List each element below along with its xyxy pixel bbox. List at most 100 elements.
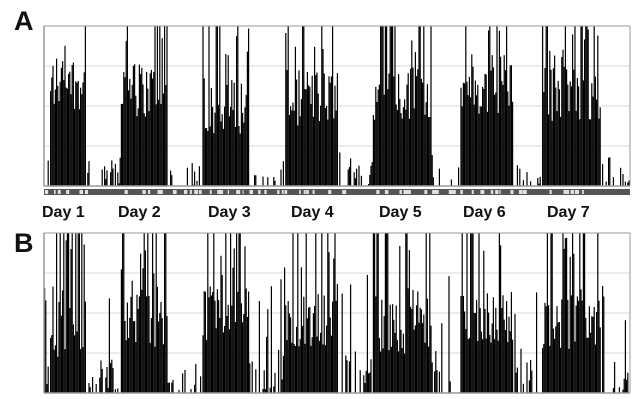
activity-bar <box>627 182 629 186</box>
activity-bar <box>209 286 211 393</box>
activity-bar <box>155 104 157 186</box>
activity-bar <box>321 233 323 393</box>
activity-bar <box>110 172 112 186</box>
activity-bar <box>326 105 328 186</box>
activity-bar <box>330 335 332 393</box>
activity-bar <box>107 387 109 393</box>
activity-bar <box>622 389 624 393</box>
activity-bar <box>207 131 209 186</box>
activity-bar <box>234 322 236 393</box>
activity-bar <box>84 301 86 393</box>
strip-tick <box>79 190 83 194</box>
activity-bar <box>530 359 532 393</box>
activity-bar <box>406 233 408 393</box>
activity-bar <box>406 84 408 186</box>
activity-bar <box>591 83 593 186</box>
activity-bar <box>467 339 469 393</box>
activity-bar <box>366 274 368 393</box>
activity-bar <box>432 177 434 186</box>
strip-tick <box>57 190 61 194</box>
activity-bar <box>245 288 247 393</box>
activity-bar <box>291 342 293 393</box>
activity-bar <box>293 110 295 186</box>
activity-bar <box>249 363 251 393</box>
strip-tick <box>448 190 453 194</box>
activity-bar <box>378 338 380 393</box>
activity-bar <box>104 166 106 186</box>
activity-bar <box>368 184 370 186</box>
activity-bar <box>347 169 349 186</box>
activity-bar <box>130 296 132 393</box>
activity-bar <box>596 312 598 393</box>
activity-bar <box>465 26 467 186</box>
activity-bar <box>489 335 491 393</box>
activity-bar <box>156 286 158 393</box>
activity-bar <box>322 49 324 186</box>
activity-bar <box>267 177 269 186</box>
activity-bar <box>579 233 581 393</box>
activity-bar <box>76 82 78 186</box>
activity-bar <box>286 340 288 393</box>
activity-bar <box>288 115 290 186</box>
activity-bar <box>112 368 114 393</box>
activity-bar <box>392 304 394 393</box>
activity-bar <box>380 26 382 186</box>
activity-bar <box>316 336 318 393</box>
activity-bar <box>426 298 428 393</box>
activity-bar <box>266 336 268 393</box>
strip-tick <box>451 190 454 194</box>
activity-bar <box>426 84 428 186</box>
activity-bar <box>128 90 130 186</box>
activity-bar <box>424 342 426 393</box>
activity-bar <box>336 283 338 393</box>
activity-bar <box>216 289 218 393</box>
activity-bar <box>150 69 152 186</box>
activity-bar <box>80 87 82 186</box>
activity-bar <box>407 73 409 186</box>
activity-bar <box>560 116 562 186</box>
activity-bar <box>404 99 406 186</box>
activity-bar <box>210 295 212 393</box>
strip-tick <box>384 190 389 194</box>
activity-bar <box>209 126 211 186</box>
activity-bar <box>296 79 298 186</box>
strip-tick <box>249 190 253 194</box>
activity-bar <box>239 133 241 186</box>
activity-bar <box>624 181 626 186</box>
activity-bar <box>597 233 599 393</box>
activity-bar <box>224 326 226 393</box>
activity-bar <box>292 233 294 393</box>
activity-bar <box>572 233 574 393</box>
activity-bar <box>356 168 358 186</box>
activity-bar <box>323 73 325 186</box>
strip-tick <box>197 190 199 194</box>
activity-bar <box>213 233 215 393</box>
activity-bar <box>462 296 464 393</box>
strip-tick <box>574 190 579 194</box>
activity-bar <box>263 370 265 393</box>
activity-bar <box>108 298 110 393</box>
activity-bar <box>62 290 64 393</box>
activity-bar <box>310 104 312 186</box>
activity-bar <box>551 120 553 186</box>
activity-bar <box>564 26 566 186</box>
activity-bar <box>225 233 227 393</box>
activity-bar <box>269 387 271 393</box>
activity-bar <box>120 269 122 393</box>
strip-tick <box>299 190 301 194</box>
activity-bar <box>574 341 576 393</box>
activity-bar <box>309 86 311 186</box>
activity-bar <box>239 233 241 393</box>
activity-bar <box>374 233 376 393</box>
activity-bar <box>365 370 367 393</box>
activity-bar <box>72 324 74 393</box>
activity-bar <box>306 318 308 393</box>
activity-bar <box>548 114 550 186</box>
activity-bar <box>392 26 394 186</box>
activity-bar <box>288 313 290 393</box>
activity-bar <box>582 233 584 393</box>
activity-bar <box>88 383 90 393</box>
activity-bar <box>206 128 208 186</box>
activity-bar <box>364 383 366 393</box>
activity-bar <box>267 309 269 393</box>
